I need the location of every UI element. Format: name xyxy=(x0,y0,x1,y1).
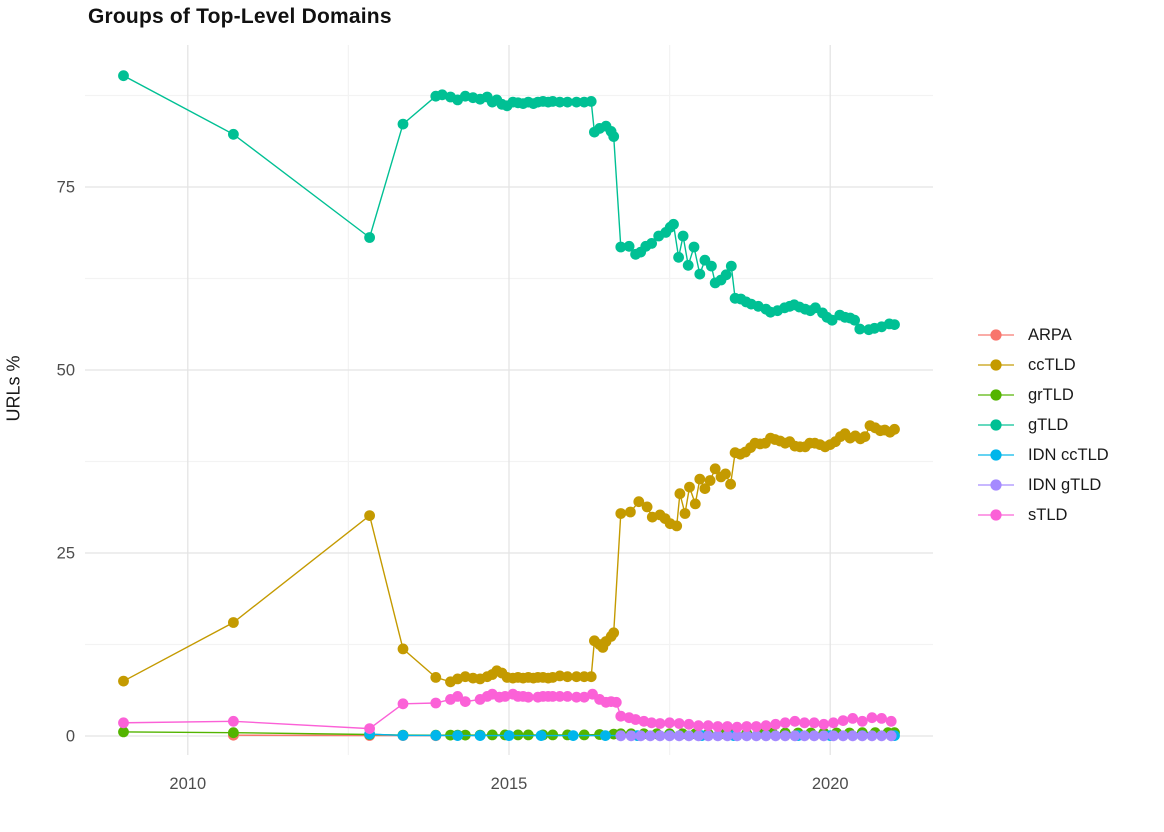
gridlines-major xyxy=(85,45,933,755)
x-tick-label: 2020 xyxy=(812,775,849,793)
legend-label: ARPA xyxy=(1028,325,1072,344)
legend-key-icon xyxy=(978,359,1014,371)
y-tick-label: 0 xyxy=(66,727,75,745)
legend-label: grTLD xyxy=(1028,385,1074,404)
legend: ARPA ccTLD grTLD gTLD IDN ccTLD IDN gTLD sTLD xyxy=(978,320,1109,530)
legend-key-icon xyxy=(978,449,1014,461)
page-title: Groups of Top-Level Domains xyxy=(88,5,392,28)
legend-item-stld: sTLD xyxy=(978,500,1109,530)
y-tick-label: 50 xyxy=(57,361,75,379)
legend-key-icon xyxy=(978,329,1014,341)
series-stld xyxy=(118,688,897,734)
series-idn-gtld xyxy=(615,730,897,742)
y-tick-label: 25 xyxy=(57,544,75,562)
legend-key-icon xyxy=(978,419,1014,431)
legend-key-icon xyxy=(978,389,1014,401)
legend-item-grtld: grTLD xyxy=(978,380,1109,410)
legend-item-arpa: ARPA xyxy=(978,320,1109,350)
legend-item-idn-cctld: IDN ccTLD xyxy=(978,440,1109,470)
legend-key-icon xyxy=(978,509,1014,521)
series-gtld xyxy=(118,70,900,336)
y-tick-label: 75 xyxy=(57,179,75,197)
legend-label: sTLD xyxy=(1028,505,1068,524)
legend-label: ccTLD xyxy=(1028,355,1076,374)
legend-item-idn-gtld: IDN gTLD xyxy=(978,470,1109,500)
legend-item-gtld: gTLD xyxy=(978,410,1109,440)
axis-tick-labels: 0 25 50 75 2010 2015 2020 xyxy=(57,179,849,794)
x-tick-label: 2010 xyxy=(169,775,206,793)
y-axis-title: URLs % xyxy=(3,355,24,422)
x-tick-label: 2015 xyxy=(491,775,528,793)
legend-item-cctld: ccTLD xyxy=(978,350,1109,380)
legend-label: gTLD xyxy=(1028,415,1069,434)
legend-label: IDN ccTLD xyxy=(1028,445,1109,464)
legend-label: IDN gTLD xyxy=(1028,475,1102,494)
legend-key-icon xyxy=(978,479,1014,491)
series-cctld xyxy=(118,420,900,688)
